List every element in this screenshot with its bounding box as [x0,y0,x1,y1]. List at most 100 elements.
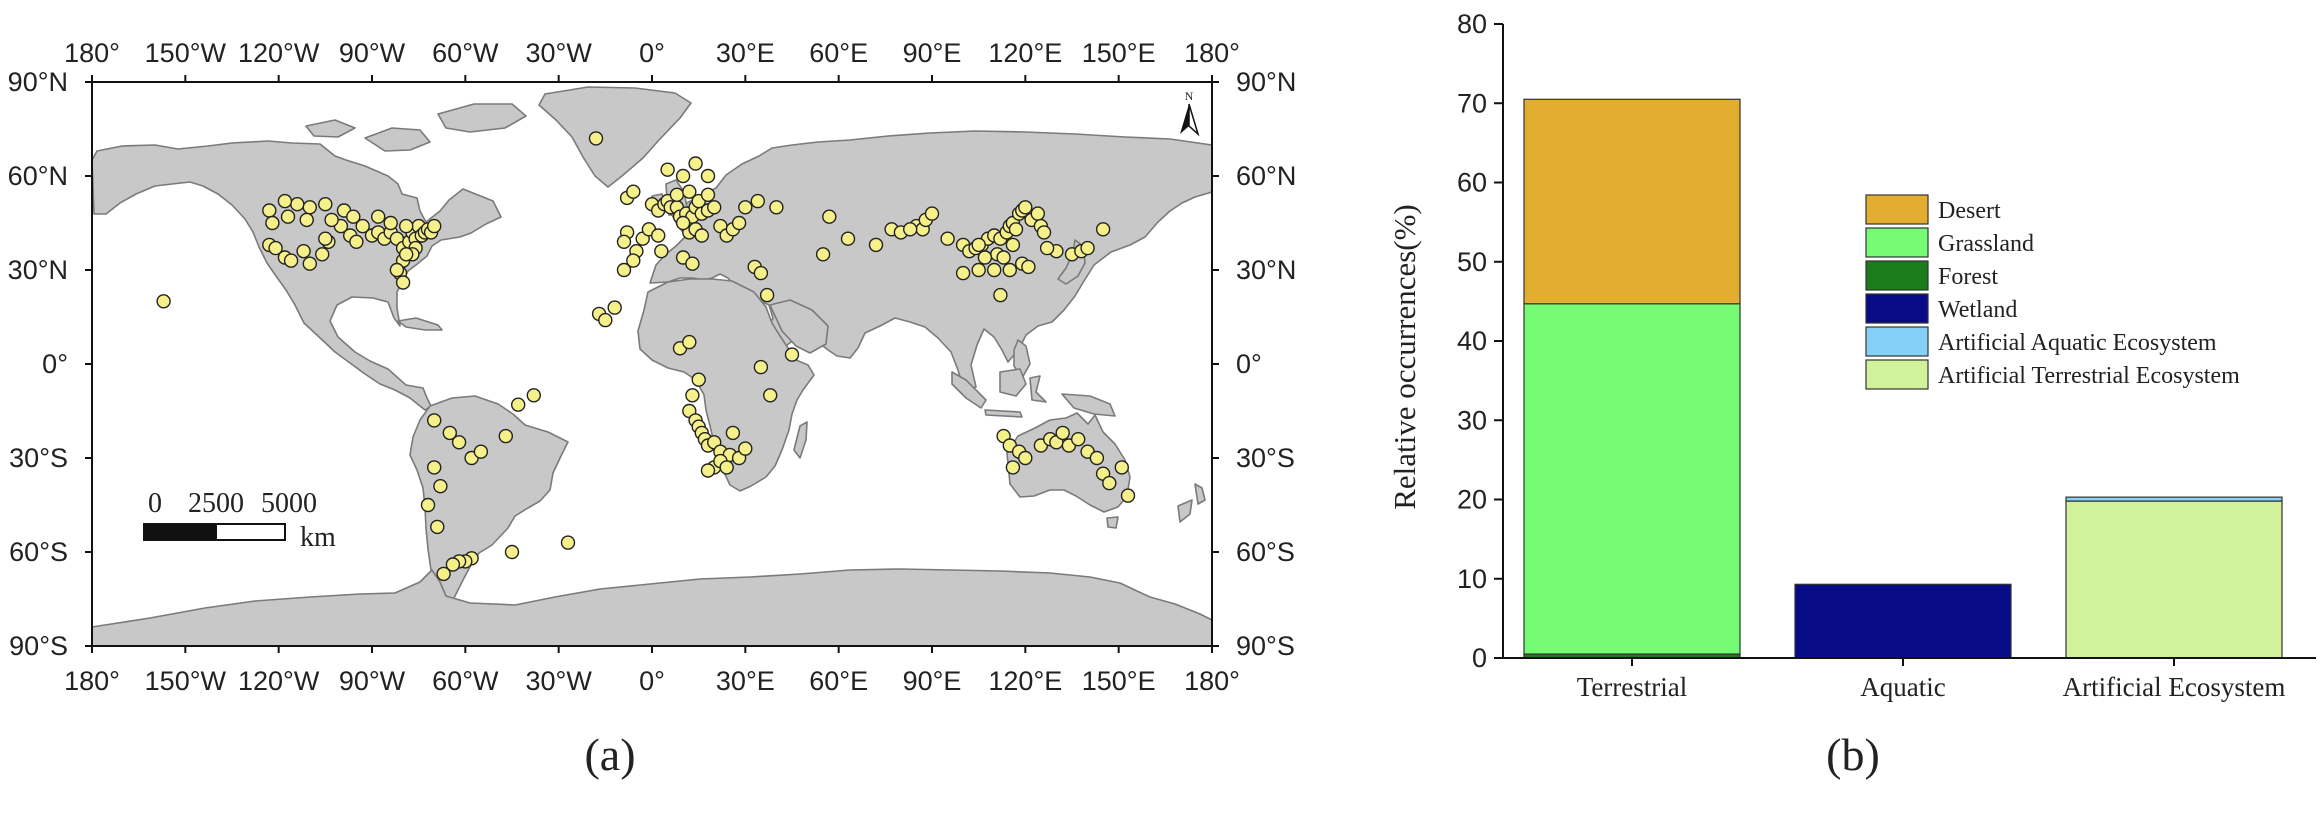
site-point [700,463,716,478]
legend-label: Artificial Terrestrial Ecosystem [1938,363,2240,389]
map-panel: 180° 180° 150°W 150°W 120°W 120°W 90°W 90°W 60°W… [8,38,1297,780]
lon-tick-label-top: 180° [64,38,120,68]
lat-tick-label-left: 60°S [9,537,68,567]
site-point [840,231,856,246]
arctic-island-1 [364,127,431,152]
site-point [268,240,283,256]
site-point [1036,225,1052,240]
borneo-island [999,368,1027,397]
bar-segment-desert [1523,98,1741,305]
legend-label: Wetland [1938,297,2017,323]
site-point [1039,240,1055,256]
site-point [588,131,604,146]
site-point [675,215,691,231]
site-point [731,215,747,231]
site-point [616,262,632,278]
site-point [395,275,411,290]
site-point [996,250,1011,265]
lon-tick-label-bottom: 150°E [1082,666,1156,696]
site-point [473,444,489,459]
site-point [511,397,526,412]
lon-tick-label-top: 90°E [903,38,962,68]
lon-tick-label-bottom: 180° [1184,666,1240,696]
site-point [498,428,513,444]
study-sites [156,131,1136,582]
lon-tick-label-bottom: 0° [639,666,665,696]
y-tick-label: 30 [1457,405,1487,435]
y-tick-label: 0 [1472,643,1487,673]
lat-tick-label-right: 30°S [1236,443,1295,473]
lon-tick-label-top: 90°W [339,38,406,68]
legend-swatch [1865,359,1929,390]
site-point [436,566,451,582]
site-point [1089,450,1105,466]
x-tick-label: Artificial Ecosystem [2063,672,2286,702]
sumatra-island [951,371,987,409]
site-point [1120,488,1136,503]
site-point [445,557,461,572]
legend-swatch [1865,194,1929,225]
site-point [280,209,296,224]
site-point [290,196,305,212]
site-point [1070,432,1086,447]
lon-tick-label-top: 60°E [809,38,868,68]
arabian-peninsula [769,299,829,354]
scale-label-2500: 2500 [188,488,244,519]
y-tick-label: 80 [1457,9,1487,39]
bar-segment-artificial-aquatic-ecosystem [2065,496,2283,502]
legend-label: Desert [1938,198,2001,224]
site-point [971,262,986,278]
lat-tick-label-left: 30°S [9,443,68,473]
lat-tick-label-right: 60°S [1236,537,1295,567]
site-point [1018,200,1033,215]
y-tick-label: 20 [1457,485,1487,515]
site-point [598,312,613,328]
panel-b-caption: (b) [1826,729,1880,780]
site-point [707,200,722,215]
site-point [763,388,778,403]
site-point [616,234,632,250]
arctic-island-2 [437,103,527,133]
site-point [977,250,993,265]
site-point [355,218,370,234]
site-point [688,156,703,171]
north-arrow-icon: N [1180,89,1200,137]
site-point [685,256,700,271]
x-axis: Terrestrial Aquatic Artificial Ecosystem [1503,657,2316,702]
lat-tick-label-left: 0° [42,349,68,379]
lat-tick-label-right: 30°N [1236,255,1296,285]
north-america-landmass [91,140,502,411]
legend-swatch [1865,260,1929,291]
site-point [1095,222,1111,237]
site-point [420,497,436,513]
site-point [1018,450,1033,466]
y-tick-label: 70 [1457,88,1487,118]
site-point [654,243,669,259]
site-point [156,294,171,309]
scale-unit-label: km [300,522,336,553]
antarctica-landmass [91,568,1213,647]
site-point [1005,460,1021,475]
site-point [685,388,700,403]
madagascar-island [793,421,808,459]
site-point [324,212,339,228]
north-arrow-label: N [1185,89,1194,103]
site-point [993,287,1008,303]
site-point [302,256,317,271]
legend-label: Grassland [1938,231,2034,257]
site-point [346,209,361,224]
lat-tick-label-left: 90°S [9,631,68,661]
scale-bar-black-segment [143,523,217,541]
site-point [753,265,769,281]
site-point [1005,237,1021,253]
lon-tick-label-bottom: 150°W [145,666,227,696]
scale-bar-white-segment [215,523,286,541]
new-zealand-north-island [1194,483,1206,505]
lon-tick-label-bottom: 120°E [988,666,1062,696]
lat-tick-label-right: 90°S [1236,631,1295,661]
scale-label-5000: 5000 [261,488,317,519]
lon-tick-label-bottom: 30°W [526,666,593,696]
site-point [1002,262,1017,278]
africa-landmass [637,278,815,492]
